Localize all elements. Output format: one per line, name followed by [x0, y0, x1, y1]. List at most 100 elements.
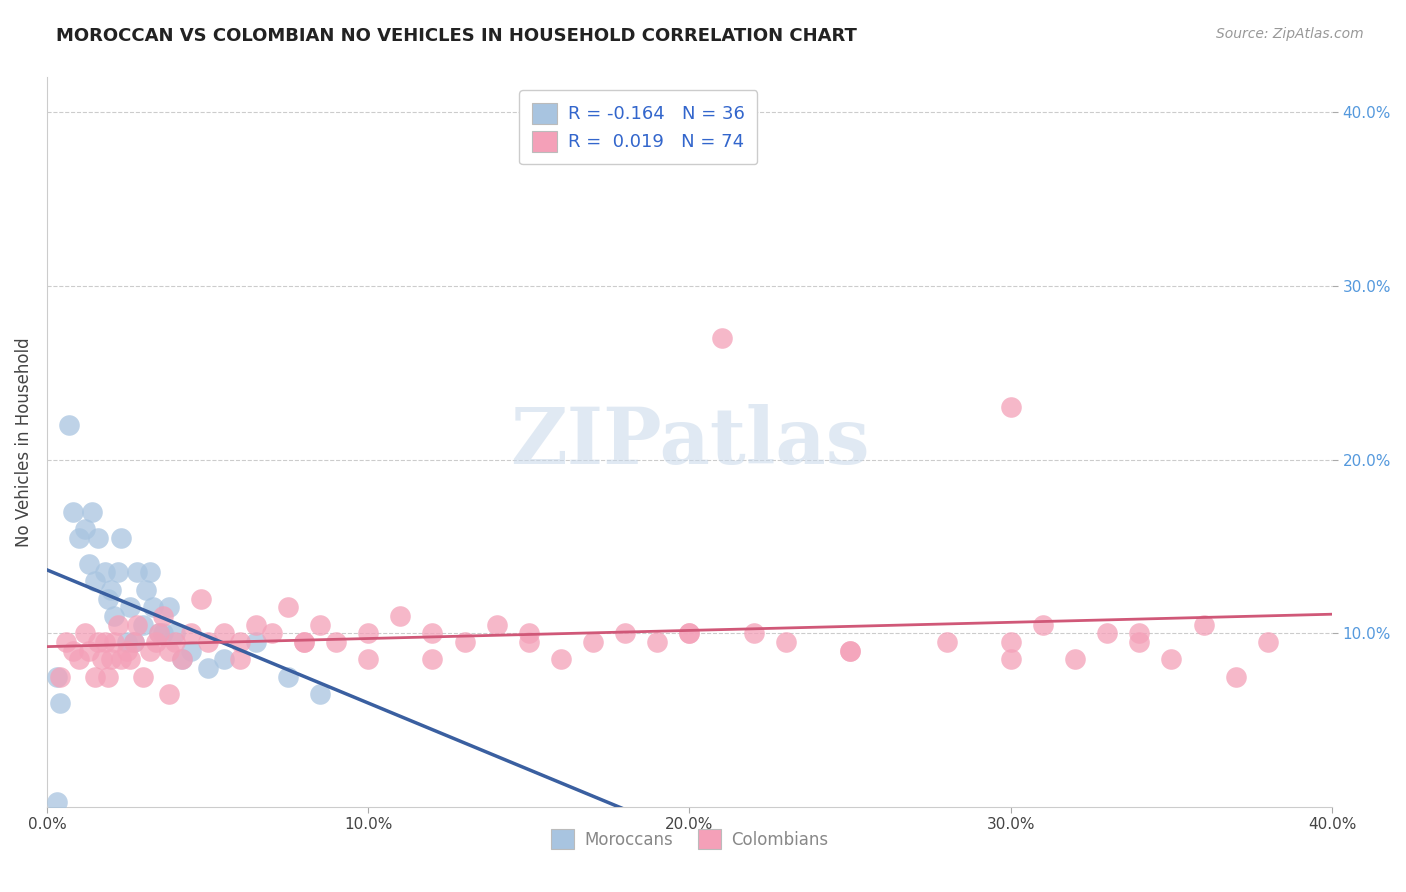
Text: ZIPatlas: ZIPatlas: [509, 404, 869, 480]
Point: [77, 643, 100, 657]
Point: [212, 626, 235, 640]
Point: [138, 643, 160, 657]
Point: [138, 566, 160, 580]
Point: [145, 635, 167, 649]
Point: [1000, 635, 1022, 649]
Point: [839, 643, 862, 657]
Point: [103, 635, 125, 649]
Point: [67, 652, 90, 666]
Point: [152, 626, 174, 640]
Point: [75, 626, 97, 640]
Point: [517, 635, 540, 649]
Point: [148, 626, 170, 640]
Point: [120, 652, 142, 666]
Point: [125, 566, 148, 580]
Point: [550, 652, 572, 666]
Point: [77, 557, 100, 571]
Point: [678, 626, 700, 640]
Point: [100, 652, 122, 666]
Point: [1032, 617, 1054, 632]
Point: [75, 522, 97, 536]
Point: [48, 696, 70, 710]
Point: [453, 635, 475, 649]
Point: [110, 531, 132, 545]
Point: [170, 652, 193, 666]
Point: [1225, 670, 1247, 684]
Point: [422, 626, 444, 640]
Point: [132, 617, 155, 632]
Point: [647, 635, 669, 649]
Point: [775, 635, 797, 649]
Point: [277, 670, 299, 684]
Point: [678, 626, 700, 640]
Point: [292, 635, 315, 649]
Point: [1128, 626, 1150, 640]
Point: [582, 635, 605, 649]
Point: [45, 670, 67, 684]
Point: [839, 643, 862, 657]
Point: [107, 617, 129, 632]
Point: [1064, 652, 1087, 666]
Point: [93, 566, 115, 580]
Point: [97, 670, 120, 684]
Point: [48, 670, 70, 684]
Point: [107, 566, 129, 580]
Point: [389, 608, 412, 623]
Point: [152, 608, 174, 623]
Point: [45, 795, 67, 809]
Point: [165, 635, 187, 649]
Point: [325, 635, 347, 649]
Point: [97, 591, 120, 606]
Point: [100, 582, 122, 597]
Point: [1192, 617, 1215, 632]
Point: [517, 626, 540, 640]
Point: [190, 591, 212, 606]
Point: [148, 626, 170, 640]
Point: [62, 505, 84, 519]
Point: [120, 600, 142, 615]
Point: [1160, 652, 1182, 666]
Point: [84, 574, 107, 589]
Point: [245, 617, 267, 632]
Point: [115, 643, 138, 657]
Point: [309, 687, 332, 701]
Point: [228, 652, 250, 666]
Point: [260, 626, 283, 640]
Point: [1000, 652, 1022, 666]
Point: [62, 643, 84, 657]
Point: [1128, 635, 1150, 649]
Point: [67, 531, 90, 545]
Point: [357, 626, 380, 640]
Point: [55, 635, 77, 649]
Point: [292, 635, 315, 649]
Point: [103, 608, 125, 623]
Point: [125, 617, 148, 632]
Point: [157, 643, 180, 657]
Point: [245, 635, 267, 649]
Point: [122, 635, 145, 649]
Point: [180, 643, 202, 657]
Point: [87, 531, 110, 545]
Point: [180, 626, 202, 640]
Point: [122, 635, 145, 649]
Point: [90, 652, 112, 666]
Point: [710, 331, 733, 345]
Point: [132, 670, 155, 684]
Point: [309, 617, 332, 632]
Point: [87, 635, 110, 649]
Point: [93, 635, 115, 649]
Point: [165, 626, 187, 640]
Point: [80, 505, 103, 519]
Point: [1000, 401, 1022, 415]
Point: [110, 652, 132, 666]
Point: [1095, 626, 1118, 640]
Point: [84, 670, 107, 684]
Point: [135, 582, 157, 597]
Text: MOROCCAN VS COLOMBIAN NO VEHICLES IN HOUSEHOLD CORRELATION CHART: MOROCCAN VS COLOMBIAN NO VEHICLES IN HOU…: [56, 27, 858, 45]
Legend: R = -0.164   N = 36, R =  0.019   N = 74: R = -0.164 N = 36, R = 0.019 N = 74: [519, 90, 758, 164]
Point: [742, 626, 765, 640]
Point: [357, 652, 380, 666]
Point: [157, 600, 180, 615]
Text: Source: ZipAtlas.com: Source: ZipAtlas.com: [1216, 27, 1364, 41]
Point: [157, 687, 180, 701]
